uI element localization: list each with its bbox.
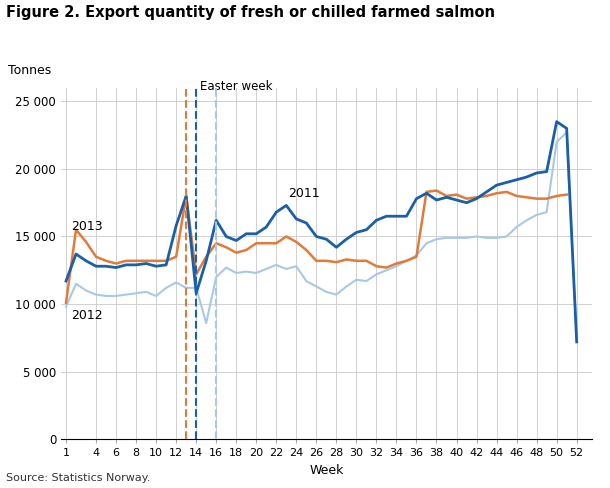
Text: Easter week: Easter week	[200, 80, 273, 93]
Text: Source: Statistics Norway.: Source: Statistics Norway.	[6, 473, 151, 483]
Text: 2012: 2012	[71, 309, 102, 322]
Text: Tonnes: Tonnes	[8, 64, 51, 77]
Text: 2011: 2011	[289, 187, 320, 200]
Text: Figure 2. Export quantity of fresh or chilled farmed salmon: Figure 2. Export quantity of fresh or ch…	[6, 5, 495, 20]
Text: 2013: 2013	[71, 220, 102, 233]
X-axis label: Week: Week	[309, 464, 343, 477]
